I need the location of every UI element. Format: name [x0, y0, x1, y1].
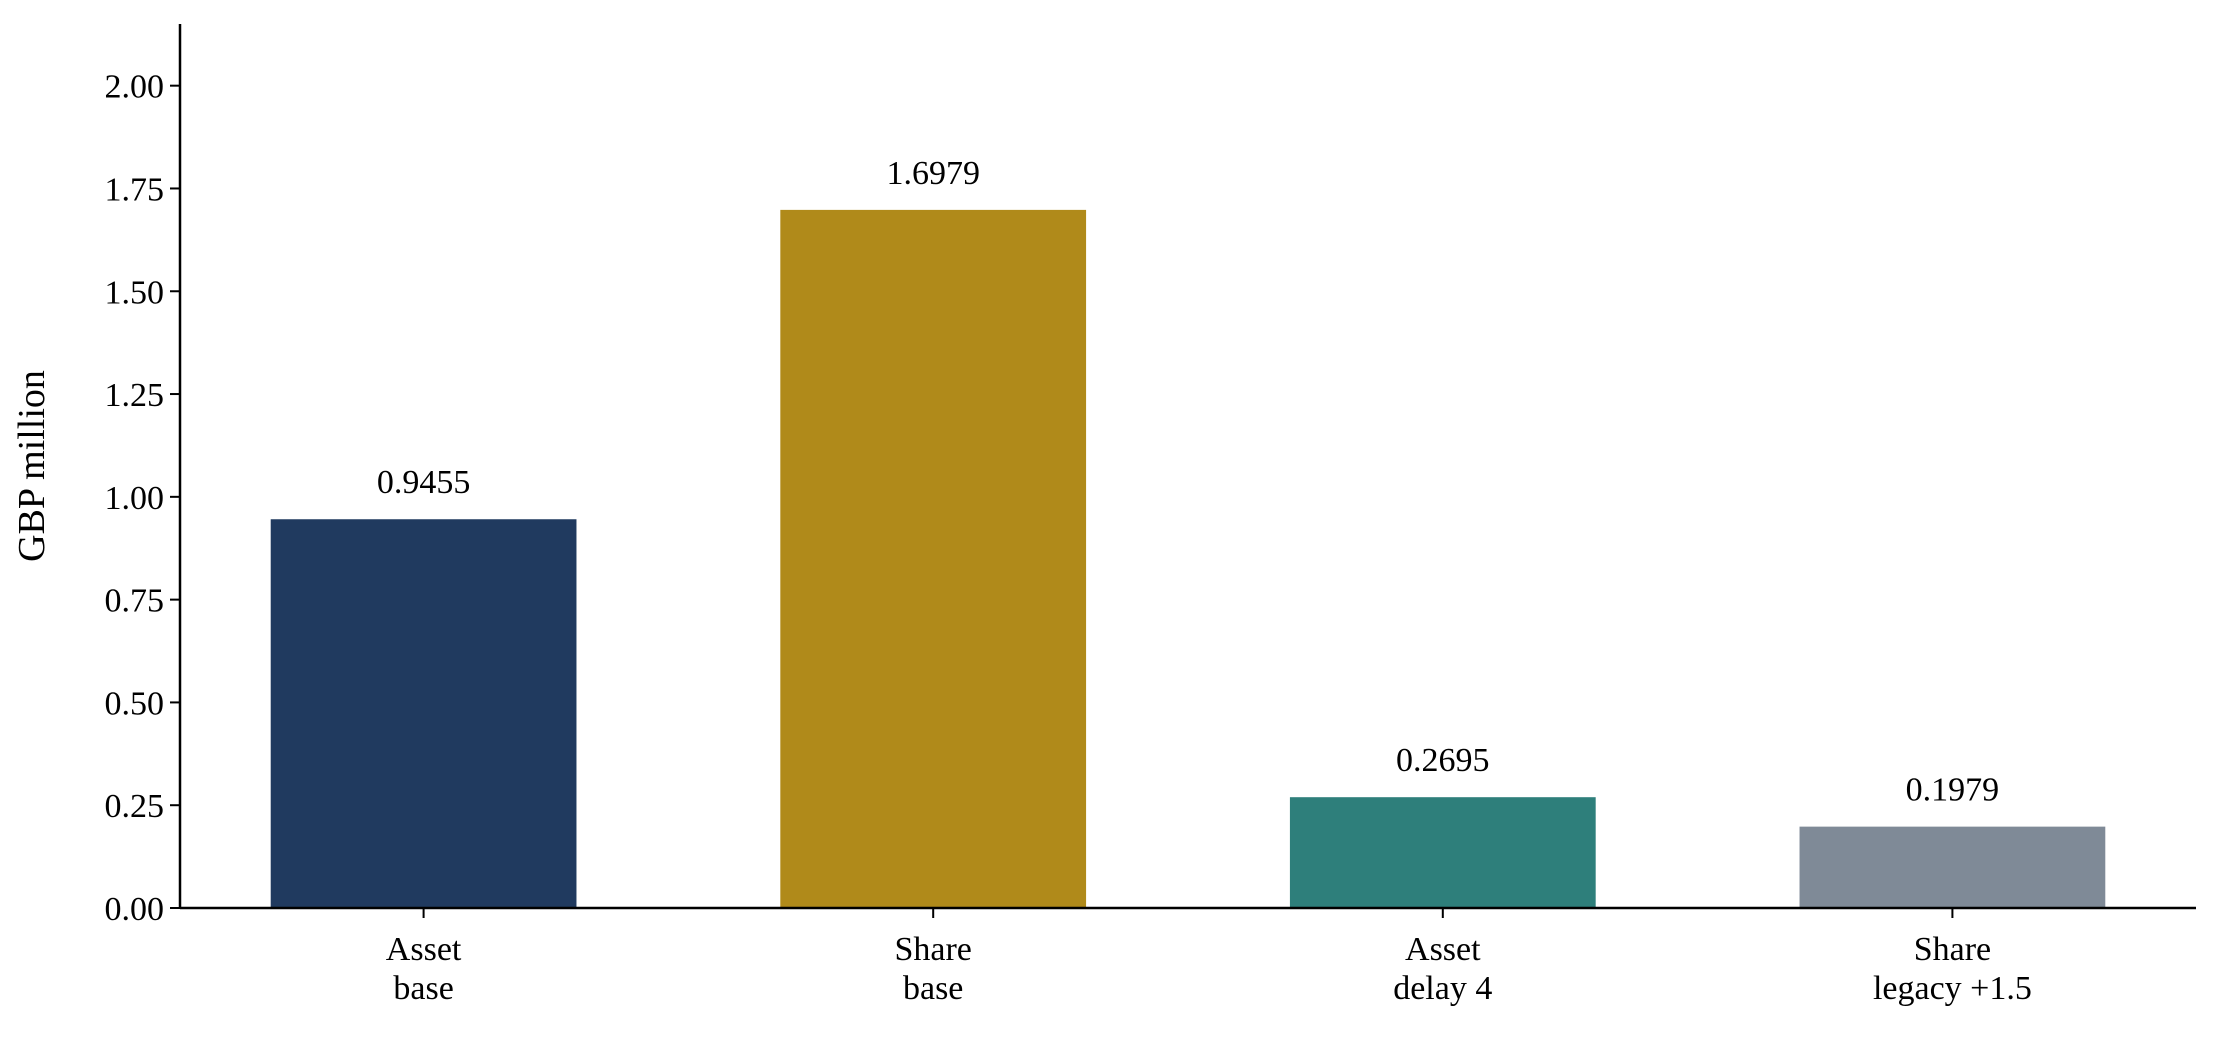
x-tick-label: Share base: [894, 931, 971, 1007]
y-tick-label: 1.25: [105, 377, 165, 414]
y-tick-label: 0.75: [105, 583, 165, 620]
bar: [780, 209, 1087, 908]
y-tick-label: 0.00: [105, 891, 165, 928]
bar: [1289, 797, 1596, 908]
y-tick-label: 1.00: [105, 480, 165, 517]
value-label: 0.9455: [377, 464, 471, 501]
y-tick-label: 2.00: [105, 69, 165, 106]
value-label: 0.2695: [1396, 742, 1490, 779]
bar: [1799, 826, 2106, 908]
y-tick-label: 1.50: [105, 274, 165, 311]
y-tick-label: 0.25: [105, 788, 165, 825]
value-label: 0.1979: [1906, 772, 2000, 809]
x-tick-label: Asset base: [386, 931, 462, 1007]
x-tick-label: Share legacy +1.5: [1873, 931, 2032, 1007]
y-axis-label: GBP million: [11, 370, 53, 562]
bar: [270, 519, 577, 908]
y-tick-label: 0.50: [105, 685, 165, 722]
y-tick-label: 1.75: [105, 171, 165, 208]
value-label: 1.6979: [886, 155, 980, 192]
x-tick-label: Asset delay 4: [1393, 931, 1492, 1007]
